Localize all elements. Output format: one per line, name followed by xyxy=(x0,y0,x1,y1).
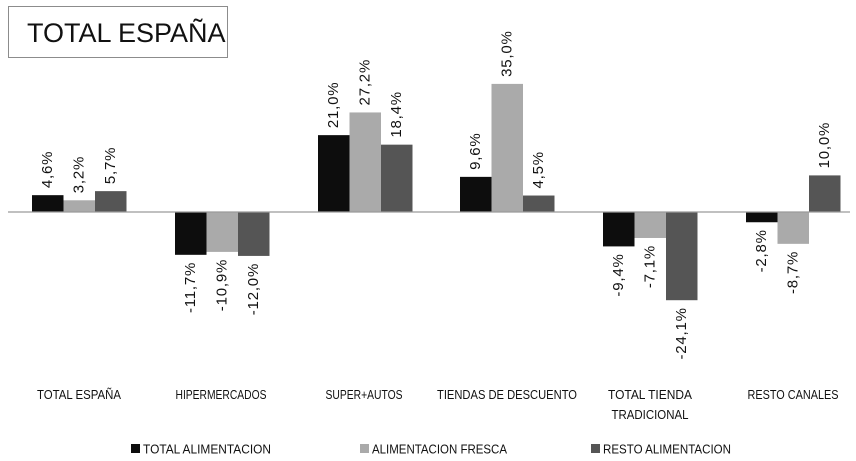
bar-1-6 xyxy=(746,212,778,223)
bar-2-3 xyxy=(349,112,381,212)
legend-swatch-3 xyxy=(591,444,600,453)
value-label-1-5: -9,4% xyxy=(610,253,627,296)
value-label-3-6: 10,0% xyxy=(816,122,833,169)
value-label-2-4: 35,0% xyxy=(499,30,516,77)
bar-3-1 xyxy=(95,191,127,212)
bar-2-1 xyxy=(63,200,95,212)
category-label-3: SUPER+AUTOS xyxy=(326,388,403,402)
category-label-5-line-1: TOTAL TIENDA xyxy=(608,388,693,402)
bar-3-4 xyxy=(523,195,555,212)
bar-2-2 xyxy=(206,212,238,252)
bar-2-5 xyxy=(634,212,666,238)
category-label-2: HIPERMERCADOS xyxy=(176,388,267,402)
category-labels-layer: TOTAL ESPAÑA HIPERMERCADOS SUPER+AUTOS TIEN… xyxy=(37,388,839,422)
chart-title: TOTAL ESPAÑA xyxy=(27,18,226,48)
value-labels-layer: 4,6% -11,7% 21,0% 9,6% -9,4% -2,8% 3,2% -10,9% 2… xyxy=(39,30,833,359)
value-label-1-4: 9,6% xyxy=(467,132,484,169)
value-label-1-2: -11,7% xyxy=(182,262,199,313)
bar-3-3 xyxy=(381,144,413,212)
value-label-3-4: 4,5% xyxy=(530,151,547,188)
category-label-4: TIENDAS DE DESCUENTO xyxy=(437,388,577,402)
legend: TOTAL ALIMENTACION ALIMENTACION FRESCA RES… xyxy=(131,442,731,457)
value-label-2-3: 27,2% xyxy=(357,59,374,106)
legend-label-2: ALIMENTACION FRESCA xyxy=(372,442,507,457)
value-label-1-1: 4,6% xyxy=(39,151,56,188)
legend-label-3: RESTO ALIMENTACION xyxy=(603,442,731,457)
bar-1-1 xyxy=(32,195,64,212)
bar-2-6 xyxy=(777,212,809,244)
value-label-2-6: -8,7% xyxy=(785,251,802,294)
bar-2-4 xyxy=(491,83,523,213)
legend-swatch-1 xyxy=(131,444,140,453)
value-label-2-1: 3,2% xyxy=(71,156,88,193)
bar-3-6 xyxy=(809,175,841,212)
value-label-3-2: -12,0% xyxy=(245,263,262,315)
bar-1-4 xyxy=(460,176,492,212)
legend-swatch-2 xyxy=(360,444,369,453)
category-label-1: TOTAL ESPAÑA xyxy=(37,388,122,402)
bar-3-2 xyxy=(238,212,270,256)
value-label-3-5: -24,1% xyxy=(673,307,690,359)
category-label-5-line-2: TRADICIONAL xyxy=(612,408,689,422)
bar-3-5 xyxy=(666,212,698,301)
value-label-1-6: -2,8% xyxy=(753,229,770,272)
value-label-2-5: -7,1% xyxy=(642,245,659,288)
bars-layer xyxy=(32,83,841,301)
bar-1-5 xyxy=(603,212,635,247)
category-label-6: RESTO CANALES xyxy=(748,388,839,402)
legend-label-1: TOTAL ALIMENTACION xyxy=(143,442,271,457)
value-label-1-3: 21,0% xyxy=(325,82,342,129)
bar-1-2 xyxy=(175,212,207,255)
chart-title-box: TOTAL ESPAÑA xyxy=(8,6,228,58)
value-label-3-1: 5,7% xyxy=(102,147,119,184)
value-label-2-2: -10,9% xyxy=(214,259,231,311)
bar-1-3 xyxy=(318,135,350,212)
value-label-3-3: 18,4% xyxy=(388,91,405,138)
